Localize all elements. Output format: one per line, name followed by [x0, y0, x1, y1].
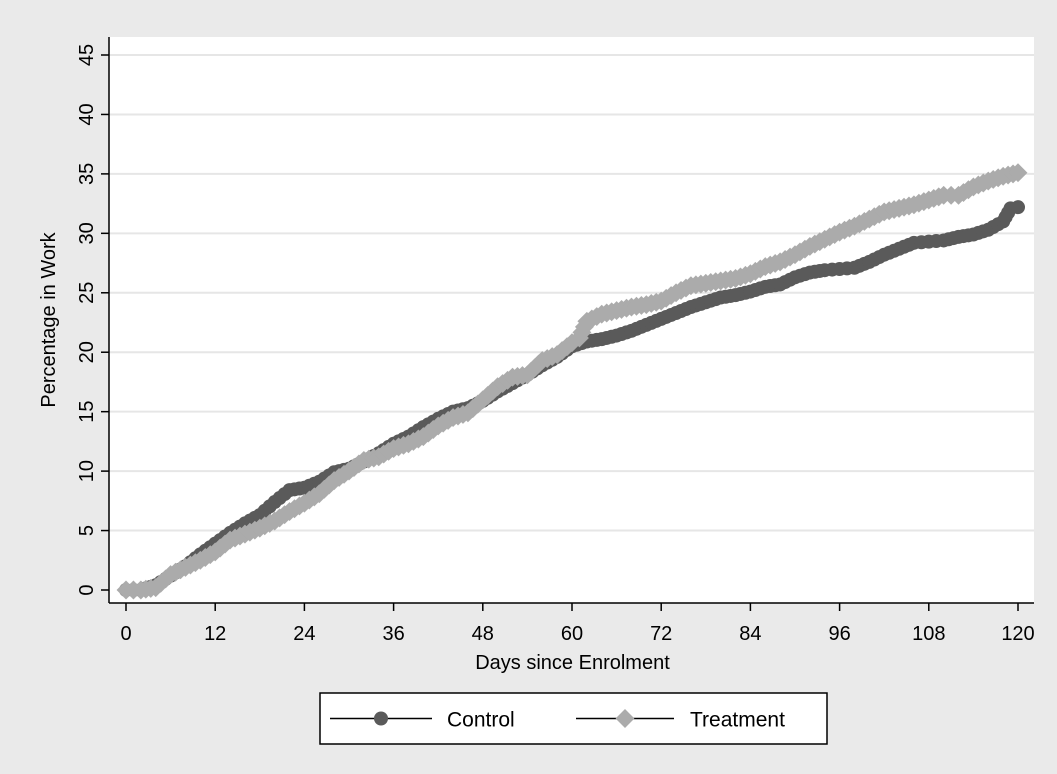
legend-items: Control Treatment — [330, 709, 785, 732]
x-tick-label: 108 — [912, 623, 945, 645]
y-tick-label: 35 — [76, 163, 98, 185]
y-tick-label: 45 — [76, 44, 98, 66]
legend-label: Treatment — [690, 709, 785, 732]
y-tick-label: 0 — [76, 584, 98, 595]
legend-item-control: Control — [330, 709, 515, 732]
x-tick-label: 48 — [472, 623, 494, 645]
y-tick-label: 20 — [76, 341, 98, 363]
x-tick-label: 24 — [293, 623, 315, 645]
y-tick-label: 25 — [76, 282, 98, 304]
x-tick-label: 84 — [739, 623, 761, 645]
y-tick-label: 15 — [76, 401, 98, 423]
y-axis-title: Percentage in Work — [38, 231, 60, 407]
x-tick-label: 96 — [828, 623, 850, 645]
y-tick-label: 10 — [76, 460, 98, 482]
legend-label: Control — [447, 709, 515, 732]
x-axis-ticks: 0 12 24 36 48 60 72 84 96 108 120 — [120, 603, 1035, 645]
x-axis-title: Days since Enrolment — [475, 652, 670, 674]
legend: Control Treatment — [319, 692, 828, 745]
y-axis-ticks: 0 5 10 15 20 25 30 35 40 45 — [76, 44, 109, 596]
x-tick-label: 72 — [650, 623, 672, 645]
series-layer — [116, 163, 1028, 600]
x-tick-label: 12 — [204, 623, 226, 645]
legend-item-treatment: Treatment — [576, 709, 785, 732]
legend-marker — [374, 711, 388, 726]
x-tick-label: 36 — [382, 623, 404, 645]
data-point — [1008, 163, 1028, 183]
gridlines — [109, 54, 1034, 532]
legend-marker — [615, 709, 635, 728]
x-tick-label: 0 — [120, 623, 131, 645]
y-tick-label: 5 — [76, 525, 98, 536]
data-point — [1011, 200, 1025, 215]
y-tick-label: 30 — [76, 222, 98, 244]
y-tick-label: 40 — [76, 103, 98, 125]
series-treatment — [116, 163, 1028, 600]
x-tick-label: 120 — [1001, 623, 1034, 645]
x-tick-label: 60 — [561, 623, 583, 645]
